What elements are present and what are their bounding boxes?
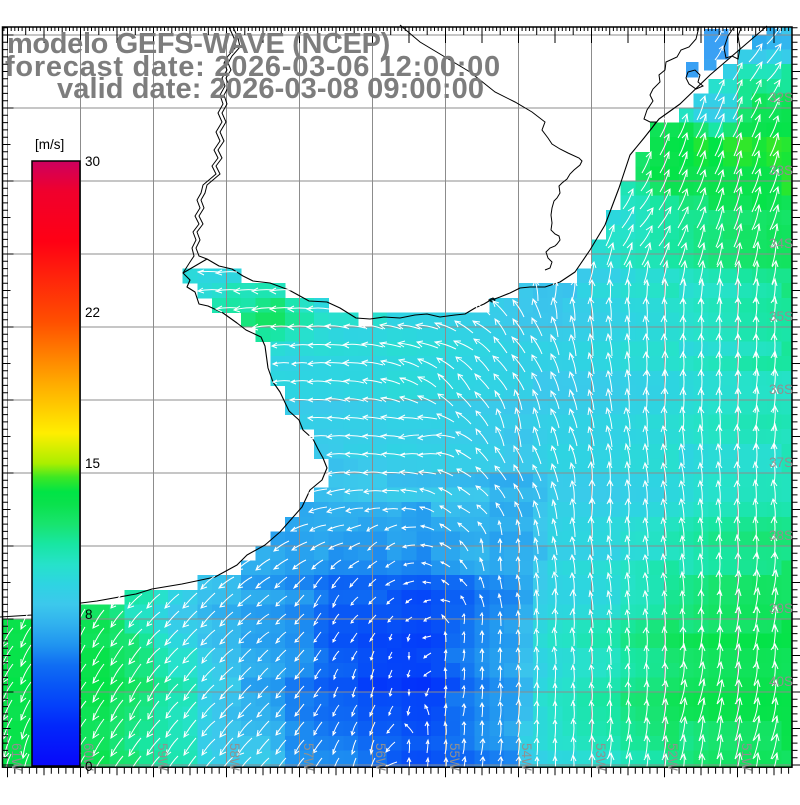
svg-text:forecast date: 2026-03-06 12:0: forecast date: 2026-03-06 12:00:00	[5, 51, 501, 83]
svg-text:30: 30	[85, 154, 100, 169]
svg-text:51W: 51W	[739, 743, 754, 771]
svg-text:54W: 54W	[519, 743, 534, 771]
svg-text:55W: 55W	[447, 743, 462, 771]
svg-text:57W: 57W	[301, 743, 316, 771]
svg-text:52W: 52W	[665, 743, 680, 771]
svg-text:15: 15	[85, 456, 100, 471]
svg-text:35S: 35S	[769, 309, 793, 324]
svg-text:53W: 53W	[593, 743, 608, 771]
svg-text:34S: 34S	[769, 236, 793, 251]
svg-text:39S: 39S	[769, 601, 793, 616]
svg-text:60W: 60W	[81, 743, 96, 771]
svg-text:56W: 56W	[373, 743, 388, 771]
svg-text:22: 22	[85, 305, 100, 320]
svg-text:33S: 33S	[769, 163, 793, 178]
svg-text:36S: 36S	[769, 382, 793, 397]
svg-text:32S: 32S	[769, 90, 793, 105]
svg-text:37S: 37S	[769, 455, 793, 470]
svg-text:valid date: 2026-03-08 09:00:0: valid date: 2026-03-08 09:00:00	[57, 73, 484, 105]
svg-text:58W: 58W	[227, 743, 242, 771]
svg-text:modelo GEFS-WAVE (NCEP): modelo GEFS-WAVE (NCEP)	[7, 28, 390, 60]
svg-text:40S: 40S	[769, 674, 793, 689]
svg-text:59W: 59W	[155, 743, 170, 771]
svg-text:0: 0	[85, 759, 93, 774]
svg-text:61W: 61W	[9, 743, 24, 771]
svg-text:38S: 38S	[769, 528, 793, 543]
svg-text:[m/s]: [m/s]	[35, 137, 64, 152]
svg-text:8: 8	[85, 607, 93, 622]
